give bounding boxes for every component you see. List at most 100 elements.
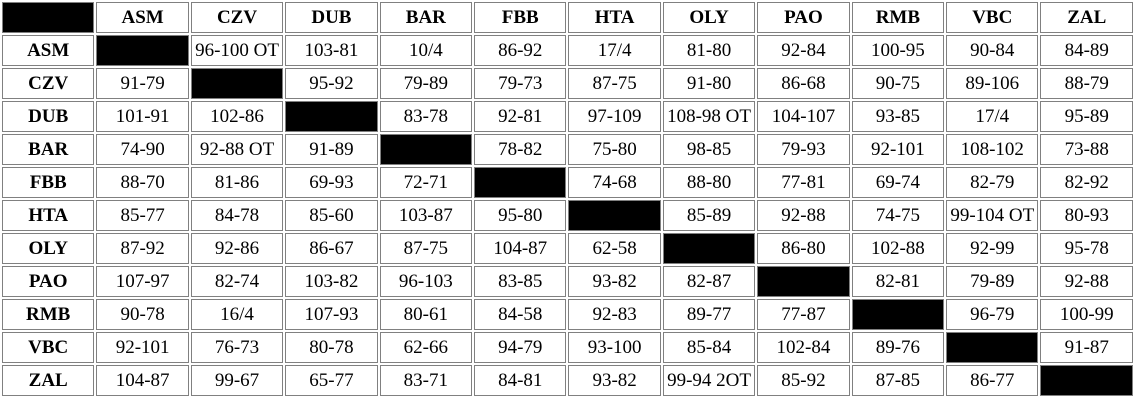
result-cell: 87-75 (568, 68, 661, 99)
row-header-zal: ZAL (2, 365, 95, 396)
result-cell: 92-88 OT (190, 134, 284, 165)
table-row: DUB 101-91 102-86 83-78 92-81 97-109 108-98 OT… (2, 101, 1133, 132)
result-cell: 108-98 OT (662, 101, 756, 132)
result-cell: 92-101 (96, 332, 189, 363)
result-cell: 100-95 (851, 35, 945, 66)
self-match-cell (851, 299, 945, 330)
column-header-rmb: RMB (851, 2, 945, 33)
result-cell: 100-99 (1040, 299, 1133, 330)
result-cell: 85-84 (662, 332, 756, 363)
result-cell: 87-92 (96, 233, 189, 264)
self-match-cell (474, 167, 567, 198)
table-row: ASM 96-100 OT 103-81 10/4 86-92 17/4 81-80 92-8… (2, 35, 1133, 66)
blocked-cell-fill (286, 102, 377, 131)
result-cell: 104-87 (474, 233, 567, 264)
self-match-cell (946, 332, 1039, 363)
table-row: PAO 107-97 82-74 103-82 96-103 83-85 93-82 82-8… (2, 266, 1133, 297)
result-cell: 74-75 (851, 200, 945, 231)
column-header-hta: HTA (568, 2, 661, 33)
table-row: CZV 91-79 95-92 79-89 79-73 87-75 91-80 86-68 90… (2, 68, 1133, 99)
result-cell: 103-87 (379, 200, 473, 231)
column-header-fbb: FBB (474, 2, 567, 33)
result-cell: 107-93 (285, 299, 378, 330)
column-header-bar: BAR (379, 2, 473, 33)
result-cell: 92-86 (190, 233, 284, 264)
self-match-cell (757, 266, 850, 297)
result-cell: 92-81 (474, 101, 567, 132)
blocked-cell-fill (947, 333, 1038, 362)
result-cell: 96-79 (946, 299, 1039, 330)
header-row: ASM CZV DUB BAR FBB HTA OLY PAO RMB VBC ZAL (2, 2, 1133, 33)
result-cell: 92-101 (851, 134, 945, 165)
result-cell: 99-67 (190, 365, 284, 396)
result-cell: 80-78 (285, 332, 378, 363)
row-header-fbb: FBB (2, 167, 95, 198)
self-match-cell (1040, 365, 1133, 396)
self-match-cell (285, 101, 378, 132)
result-cell: 95-78 (1040, 233, 1133, 264)
result-cell: 102-84 (757, 332, 850, 363)
column-header-oly: OLY (662, 2, 756, 33)
result-cell: 95-80 (474, 200, 567, 231)
result-cell: 102-88 (851, 233, 945, 264)
result-cell: 79-89 (379, 68, 473, 99)
result-cell: 83-78 (379, 101, 473, 132)
blocked-cell-fill (475, 168, 566, 197)
results-body: ASM 96-100 OT 103-81 10/4 86-92 17/4 81-80 92-8… (2, 35, 1133, 396)
column-header-zal: ZAL (1040, 2, 1133, 33)
column-header-czv: CZV (190, 2, 284, 33)
table-row: VBC 92-101 76-73 80-78 62-66 94-79 93-100 85-84… (2, 332, 1133, 363)
self-match-cell (190, 68, 284, 99)
row-header-hta: HTA (2, 200, 95, 231)
result-cell: 84-89 (1040, 35, 1133, 66)
result-cell: 89-106 (946, 68, 1039, 99)
result-cell: 86-77 (946, 365, 1039, 396)
result-cell: 82-74 (190, 266, 284, 297)
result-cell: 85-89 (662, 200, 756, 231)
row-header-oly: OLY (2, 233, 95, 264)
row-header-rmb: RMB (2, 299, 95, 330)
blocked-cell-fill (663, 234, 755, 263)
result-cell: 98-85 (662, 134, 756, 165)
result-cell: 91-87 (1040, 332, 1133, 363)
row-header-pao: PAO (2, 266, 95, 297)
result-cell: 96-100 OT (190, 35, 284, 66)
result-cell: 90-78 (96, 299, 189, 330)
result-cell: 88-79 (1040, 68, 1133, 99)
result-cell: 69-74 (851, 167, 945, 198)
result-cell: 82-79 (946, 167, 1039, 198)
result-cell: 92-88 (1040, 266, 1133, 297)
table-row: HTA 85-77 84-78 85-60 103-87 95-80 85-89 92-88 7… (2, 200, 1133, 231)
blocked-cell-fill (1041, 366, 1132, 395)
result-cell: 81-86 (190, 167, 284, 198)
blocked-cell-fill (380, 135, 472, 164)
result-cell: 83-85 (474, 266, 567, 297)
self-match-cell (662, 233, 756, 264)
result-cell: 87-85 (851, 365, 945, 396)
table-row: OLY 87-92 92-86 86-67 87-75 104-87 62-58 86-80 1… (2, 233, 1133, 264)
column-header-pao: PAO (757, 2, 850, 33)
result-cell: 80-93 (1040, 200, 1133, 231)
self-match-cell (568, 200, 661, 231)
result-cell: 99-104 OT (946, 200, 1039, 231)
result-cell: 92-83 (568, 299, 661, 330)
result-cell: 93-82 (568, 365, 661, 396)
table-row: RMB 90-78 16/4 107-93 80-61 84-58 92-83 89-77 77… (2, 299, 1133, 330)
result-cell: 95-89 (1040, 101, 1133, 132)
result-cell: 84-81 (474, 365, 567, 396)
result-cell: 94-79 (474, 332, 567, 363)
result-cell: 85-92 (757, 365, 850, 396)
blocked-cell-fill (852, 300, 944, 329)
result-cell: 104-87 (96, 365, 189, 396)
result-cell: 99-94 2OT (662, 365, 756, 396)
result-cell: 88-80 (662, 167, 756, 198)
corner-cell (2, 2, 95, 33)
result-cell: 97-109 (568, 101, 661, 132)
result-cell: 79-89 (946, 266, 1039, 297)
table-row: BAR 74-90 92-88 OT 91-89 78-82 75-80 98-85 79-9… (2, 134, 1133, 165)
self-match-cell (96, 35, 189, 66)
result-cell: 86-67 (285, 233, 378, 264)
result-cell: 74-90 (96, 134, 189, 165)
result-cell: 17/4 (946, 101, 1039, 132)
result-cell: 93-82 (568, 266, 661, 297)
